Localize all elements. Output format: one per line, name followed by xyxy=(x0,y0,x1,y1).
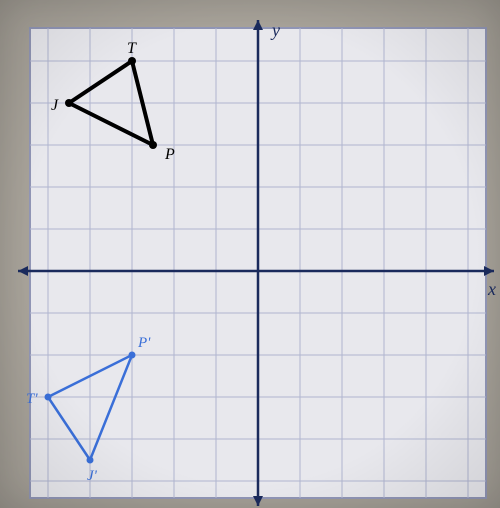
triangle-black-label-t: T xyxy=(127,40,137,57)
triangle-black-vertex-p xyxy=(149,141,157,149)
y-axis-arrow-down xyxy=(253,496,263,506)
x-axis-arrow-right xyxy=(484,266,494,276)
triangle-blue-vertex-j xyxy=(87,457,94,464)
triangle-black-vertex-j xyxy=(65,99,73,107)
triangle-black-label-j: J xyxy=(51,97,59,114)
triangle-blue-vertex-p xyxy=(129,352,136,359)
y-axis-arrow-up xyxy=(253,20,263,30)
triangle-black-label-p: P xyxy=(164,146,175,163)
triangle-blue-vertex-t xyxy=(45,394,52,401)
y-axis-label: y xyxy=(270,20,280,40)
chart-container: x y T J P P' T' J' xyxy=(0,0,500,508)
x-axis-arrow-left xyxy=(18,266,28,276)
triangle-blue-label-p: P' xyxy=(137,335,151,351)
coordinate-plane-chart: x y T J P P' T' J' xyxy=(0,0,500,508)
x-axis-label: x xyxy=(487,279,496,299)
triangle-blue-label-t: T' xyxy=(26,391,38,407)
triangle-blue-label-j: J' xyxy=(87,468,98,484)
triangle-black-vertex-t xyxy=(128,57,136,65)
